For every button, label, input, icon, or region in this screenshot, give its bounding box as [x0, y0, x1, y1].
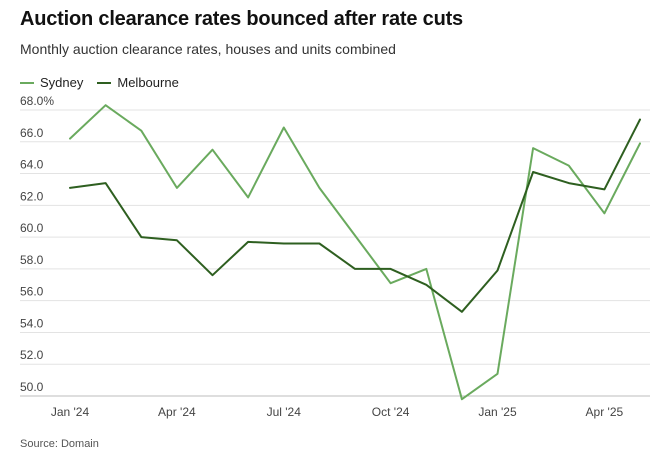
series-line-melbourne	[69, 118, 641, 313]
x-tick-label: Oct '24	[372, 405, 410, 419]
y-tick-label: 52.0	[20, 348, 44, 362]
y-tick-label: 64.0	[20, 158, 44, 172]
legend-item-melbourne: Melbourne	[97, 75, 179, 90]
legend-swatch-melbourne	[97, 81, 112, 84]
chart-title: Auction clearance rates bounced after ra…	[20, 8, 463, 30]
x-tick-label: Jan '25	[478, 405, 517, 419]
x-tick-label: Jan '24	[51, 405, 90, 419]
chart-subtitle: Monthly auction clearance rates, houses …	[20, 41, 396, 57]
legend: Sydney Melbourne	[20, 75, 179, 90]
legend-label-melbourne: Melbourne	[117, 75, 179, 90]
legend-label-sydney: Sydney	[40, 75, 84, 90]
x-tick-label: Apr '24	[158, 405, 196, 419]
y-tick-label: 68.0%	[20, 94, 54, 108]
series-line-sydney	[69, 104, 641, 401]
y-tick-label: 62.0	[20, 189, 44, 203]
legend-swatch-sydney	[20, 81, 34, 84]
y-tick-label: 56.0	[20, 285, 44, 299]
legend-item-sydney: Sydney	[20, 75, 83, 90]
x-tick-label: Apr '25	[586, 405, 624, 419]
y-tick-label: 54.0	[20, 316, 44, 330]
y-tick-label: 60.0	[20, 221, 44, 235]
x-tick-label: Jul '24	[267, 405, 302, 419]
source-note: Source: Domain	[20, 438, 99, 450]
y-tick-label: 50.0	[20, 380, 44, 394]
y-tick-label: 66.0	[20, 126, 44, 140]
y-tick-label: 58.0	[20, 253, 44, 267]
